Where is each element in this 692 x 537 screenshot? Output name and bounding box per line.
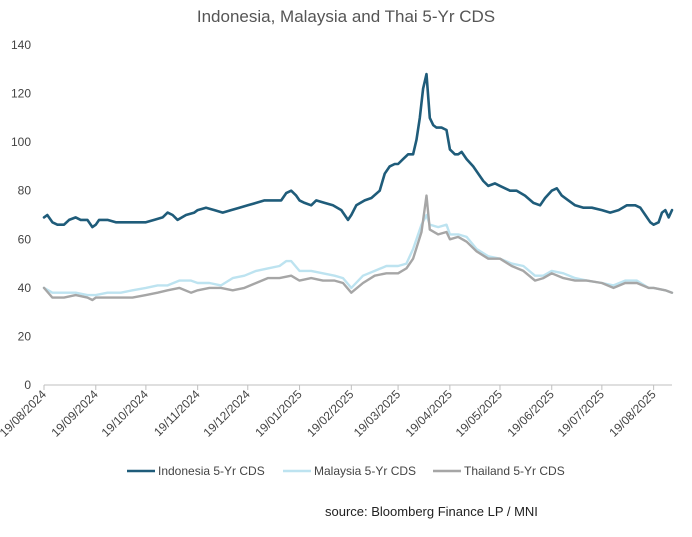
y-tick-label: 20 <box>18 329 32 343</box>
source-note: source: Bloomberg Finance LP / MNI <box>325 504 538 519</box>
x-tick-label: 19/07/2025 <box>555 387 608 440</box>
x-tick-label: 19/09/2024 <box>49 387 102 440</box>
y-tick-label: 60 <box>18 232 32 246</box>
y-axis: 0 20 40 60 80 100 120 140 <box>11 38 31 392</box>
x-tick-label: 19/10/2024 <box>99 387 152 440</box>
y-tick-label: 0 <box>24 378 31 392</box>
y-tick-label: 100 <box>11 135 31 149</box>
x-tick-label: 19/08/2024 <box>0 387 49 440</box>
y-tick-label: 40 <box>18 281 32 295</box>
x-tick-label: 19/08/2025 <box>606 387 659 440</box>
y-tick-label: 140 <box>11 38 31 52</box>
x-tick-label: 19/12/2024 <box>201 387 254 440</box>
plot-area <box>42 72 674 302</box>
x-tick-label: 19/04/2025 <box>403 387 456 440</box>
x-tick-label: 19/01/2025 <box>252 387 305 440</box>
x-tick-label: 19/06/2025 <box>504 387 557 440</box>
chart-title: Indonesia, Malaysia and Thai 5-Yr CDS <box>197 7 495 26</box>
series-line-malaysia <box>42 213 674 297</box>
x-tick-label: 19/05/2025 <box>453 387 506 440</box>
x-tick-label: 19/02/2025 <box>304 387 357 440</box>
x-tick-label: 19/11/2024 <box>151 387 203 439</box>
y-tick-label: 80 <box>18 184 32 198</box>
legend-label: Thailand 5-Yr CDS <box>464 464 565 478</box>
series-line-indonesia <box>42 72 674 229</box>
series-line-thailand <box>42 194 674 302</box>
x-tick-label: 19/03/2025 <box>351 387 404 440</box>
legend-label: Malaysia 5-Yr CDS <box>314 464 416 478</box>
y-tick-label: 120 <box>11 87 31 101</box>
legend-label: Indonesia 5-Yr CDS <box>158 464 265 478</box>
legend: Indonesia 5-Yr CDS Malaysia 5-Yr CDS Thail… <box>127 464 565 478</box>
